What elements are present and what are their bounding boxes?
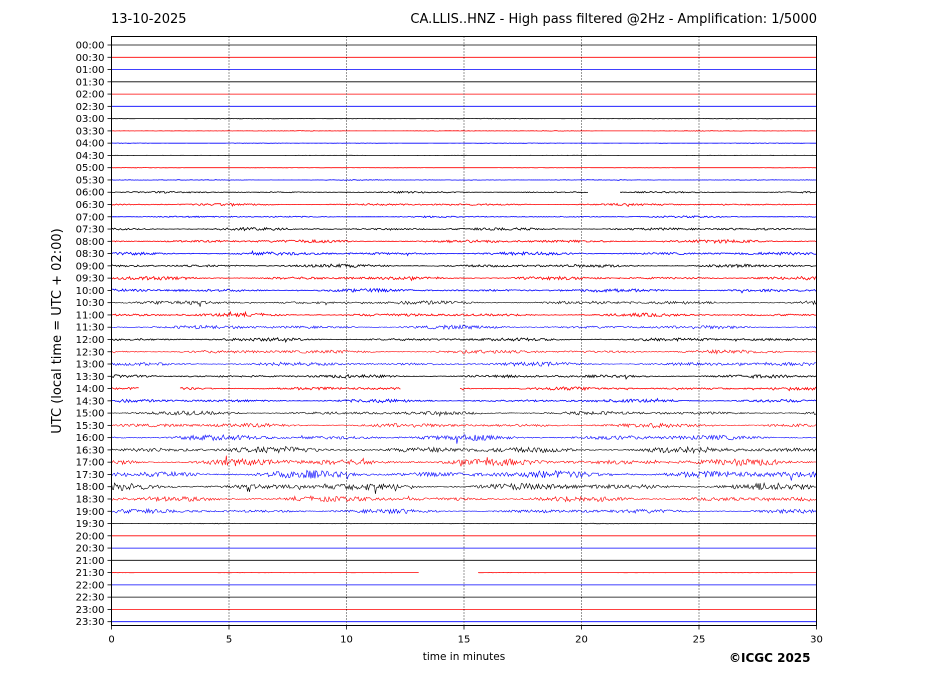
x-tick-label: 15 <box>458 635 471 646</box>
chart-title: CA.LLIS..HNZ - High pass filtered @2Hz -… <box>410 12 817 27</box>
y-tick-label: 17:30 <box>76 470 105 481</box>
trace-row <box>111 142 817 144</box>
y-tick-label: 18:30 <box>76 494 105 505</box>
x-tick-label: 30 <box>810 635 823 646</box>
date-label: 13-10-2025 <box>111 12 187 27</box>
y-tick-label: 11:00 <box>76 310 105 321</box>
trace-row <box>111 373 817 380</box>
y-tick-label: 22:30 <box>76 593 105 604</box>
y-tick-label: 02:30 <box>76 102 105 113</box>
y-tick-label: 15:30 <box>76 421 105 432</box>
y-tick-label: 01:00 <box>76 65 105 76</box>
y-tick-label: 13:00 <box>76 360 105 371</box>
trace-row <box>111 202 817 208</box>
y-tick-label: 05:30 <box>76 175 105 186</box>
y-tick-label: 16:00 <box>76 433 105 444</box>
y-tick-label: 20:30 <box>76 544 105 555</box>
copyright-label: ©ICGC 2025 <box>729 651 811 665</box>
y-tick-label: 11:30 <box>76 323 105 334</box>
y-tick-label: 09:30 <box>76 274 105 285</box>
y-tick-label: 21:30 <box>76 568 105 579</box>
trace-row <box>111 386 817 392</box>
trace-row <box>111 190 817 194</box>
y-tick-label: 07:00 <box>76 212 105 223</box>
x-tick-label: 0 <box>108 635 114 646</box>
x-axis-label: time in minutes <box>423 651 505 663</box>
x-tick-label: 25 <box>693 635 706 646</box>
y-tick-label: 08:30 <box>76 249 105 260</box>
y-tick-label: 16:30 <box>76 445 105 456</box>
y-tick-label: 06:00 <box>76 188 105 199</box>
y-tick-label: 04:30 <box>76 151 105 162</box>
y-axis-label: UTC (local time = UTC + 02:00) <box>50 228 65 433</box>
y-tick-label: 03:00 <box>76 114 105 125</box>
y-tick-label: 00:30 <box>76 53 105 64</box>
y-tick-label: 08:00 <box>76 237 105 248</box>
x-tick-label: 10 <box>340 635 353 646</box>
trace-row <box>111 179 817 181</box>
y-tick-label: 13:30 <box>76 372 105 383</box>
y-tick-label: 07:30 <box>76 225 105 236</box>
y-tick-label: 19:00 <box>76 507 105 518</box>
x-tick-label: 20 <box>575 635 588 646</box>
x-tick-label: 5 <box>226 635 232 646</box>
y-tick-label: 10:30 <box>76 298 105 309</box>
x-axis-ticks: 0 5 10 15 20 25 30 <box>108 625 823 646</box>
y-tick-label: 05:00 <box>76 163 105 174</box>
y-tick-label: 23:30 <box>76 617 105 628</box>
y-tick-label: 04:00 <box>76 139 105 150</box>
trace-row <box>111 445 817 455</box>
y-tick-label: 10:00 <box>76 286 105 297</box>
vertical-grid <box>228 36 700 626</box>
y-tick-label: 01:30 <box>76 77 105 88</box>
y-tick-label: 00:00 <box>76 41 105 52</box>
y-tick-label: 14:30 <box>76 396 105 407</box>
trace-row <box>111 130 817 132</box>
y-tick-label: 06:30 <box>76 200 105 211</box>
plot-frame <box>111 36 817 626</box>
y-tick-label: 12:30 <box>76 347 105 358</box>
y-tick-label: 19:30 <box>76 519 105 530</box>
y-tick-label: 17:00 <box>76 458 105 469</box>
y-tick-label: 18:00 <box>76 482 105 493</box>
y-tick-label: 21:00 <box>76 556 105 567</box>
trace-row <box>111 397 817 404</box>
y-tick-label: 02:00 <box>76 90 105 101</box>
y-tick-label: 20:00 <box>76 531 105 542</box>
y-tick-label: 23:00 <box>76 605 105 616</box>
trace-row <box>111 310 817 318</box>
trace-row <box>111 481 817 494</box>
y-tick-label: 12:00 <box>76 335 105 346</box>
y-tick-label: 15:00 <box>76 409 105 420</box>
y-tick-label: 22:00 <box>76 580 105 591</box>
trace-row <box>111 324 817 330</box>
trace-row <box>111 275 817 282</box>
y-tick-label: 14:00 <box>76 384 105 395</box>
y-tick-label: 09:00 <box>76 261 105 272</box>
y-tick-label: 03:30 <box>76 126 105 137</box>
